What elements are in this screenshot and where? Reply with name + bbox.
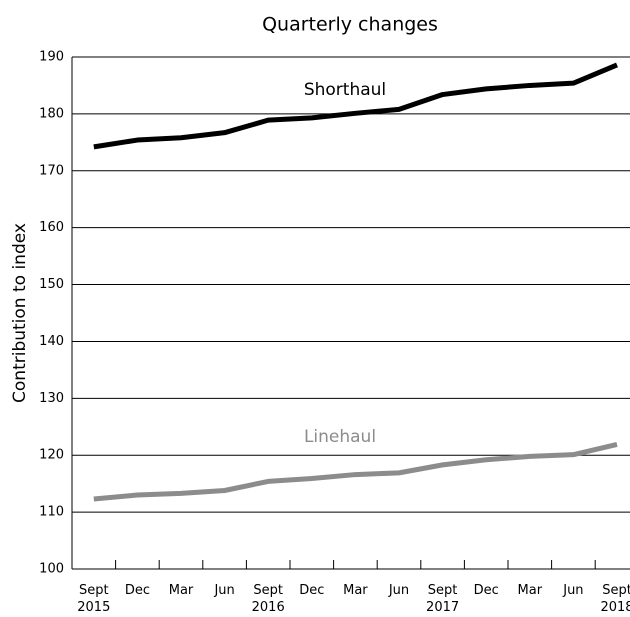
x-tick-label: Mar	[517, 583, 543, 598]
series-line	[93, 441, 618, 502]
y-tick-label: 130	[39, 391, 64, 406]
x-tick-label: Mar	[168, 583, 194, 598]
chart-title: Quarterly changes	[262, 14, 438, 36]
y-tick-label: 120	[39, 448, 64, 463]
x-tick-label: Jun	[563, 583, 584, 598]
x-tick-label: Jun	[214, 583, 235, 598]
x-tick-label: Dec	[299, 583, 325, 598]
y-tick-label: 140	[39, 334, 64, 349]
series-label: Linehaul	[304, 427, 376, 447]
x-tick-label: Dec	[124, 583, 150, 598]
x-tick-label: Jun	[388, 583, 410, 598]
y-tick-label: 110	[39, 505, 64, 520]
x-tick-label: Dec	[473, 583, 499, 598]
y-tick-label: 190	[39, 50, 64, 65]
x-tick-label: Sept 2016	[251, 583, 285, 615]
x-tick-label: Sept 2017	[426, 583, 460, 615]
series-line	[93, 62, 618, 150]
y-tick-label: 180	[39, 106, 64, 121]
x-tick-label: Sept 2018	[600, 583, 630, 615]
y-tick-label: 100	[39, 562, 64, 577]
y-tick-label: 150	[39, 277, 64, 292]
y-tick-label: 160	[39, 220, 64, 235]
series-label: Shorthaul	[304, 80, 386, 100]
x-tick-label: Mar	[343, 583, 368, 598]
y-axis-label: Contribution to index	[10, 223, 30, 403]
x-tick-label: Sept 2015	[77, 583, 111, 615]
y-tick-label: 170	[39, 163, 64, 178]
